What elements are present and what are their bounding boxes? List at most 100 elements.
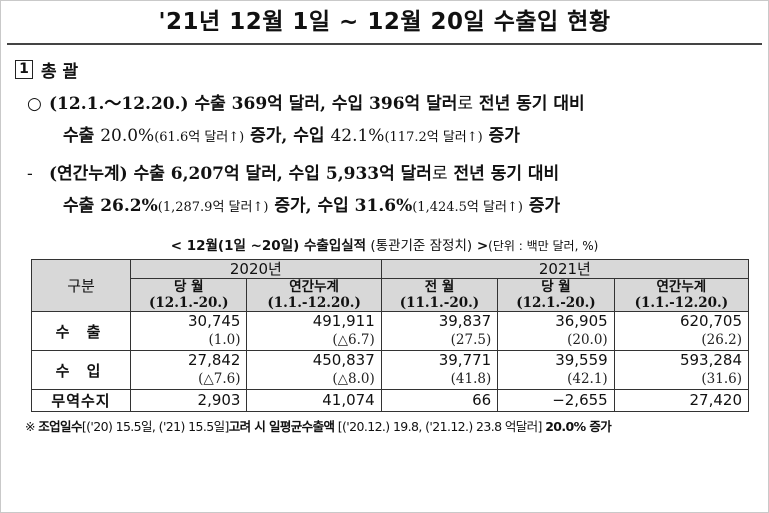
- cell-pct: (42.1): [567, 371, 608, 387]
- table-cell: 593,284 (31.6): [613, 350, 750, 390]
- caption-close: >: [472, 238, 489, 254]
- table-cell: 41,074: [246, 389, 382, 412]
- cell-value: 620,705: [679, 312, 742, 330]
- table-subheader-row: 당 월 (12.1.-20.) 연간누계 (1.1.-12.20.) 전 월 (11.…: [32, 278, 750, 312]
- header-col: 연간누계 (1.1.-12.20.): [246, 278, 382, 312]
- trade-table: 구분 2020년 2021년 당 월 (12.1.-20.) 연간누계 (1.1.-…: [31, 259, 750, 412]
- export-increase-amount: (61.6억 달러↑): [154, 130, 245, 145]
- col-name: 연간누계: [656, 279, 707, 295]
- export-rate-text: 수출 26.2%: [63, 196, 158, 216]
- comparison-text: 전년 동기 대비: [473, 94, 585, 114]
- header-year-2021: 2021년: [380, 259, 750, 279]
- cell-pct: (△8.0): [332, 371, 375, 387]
- section-heading: 1 총 괄: [15, 57, 768, 82]
- header-col: 당 월 (12.1.-20.): [497, 278, 615, 312]
- col-period: (1.1.-12.20.): [634, 295, 729, 311]
- annual-export-import-text: (연간누계) 수출 6,207억 달러, 수입 5,933억 달러: [49, 164, 432, 184]
- table-row-import: 수 입 27,842 (△7.6) 450,837 (△8.0) 39,771 (41…: [31, 350, 750, 390]
- table-cell: 27,842 (△7.6): [129, 350, 248, 390]
- import-label: 증가, 수입: [244, 126, 331, 146]
- col-name: 전 월: [424, 279, 455, 295]
- bullet-line: 수출 26.2%(1,287.9억 달러↑) 증가, 수입 31.6%(1,42…: [27, 190, 760, 224]
- cell-value: 593,284: [679, 351, 742, 369]
- cell-pct: (31.6): [701, 371, 742, 387]
- cell-value: 39,771: [438, 351, 492, 369]
- table-cell: 2,903: [129, 389, 248, 412]
- section-label: 총 괄: [41, 62, 79, 82]
- cell-value: 36,905: [555, 312, 608, 330]
- increase-word: 증가: [482, 126, 520, 146]
- caption-title: < 12월(1일 ~20일) 수출입실적: [170, 238, 367, 254]
- note-daily-average: 고려 시 일평균수출액: [228, 419, 335, 434]
- cell-value: 491,911: [312, 312, 375, 330]
- cell-value: 30,745: [187, 312, 241, 330]
- cell-value: 27,842: [187, 351, 241, 369]
- col-period: (11.1.-20.): [399, 295, 480, 311]
- row-label: 무역수지: [31, 389, 131, 412]
- table-cell: 30,745 (1.0): [129, 311, 248, 351]
- table-header-row: 구분 2020년 2021년: [31, 259, 750, 312]
- summary-bullet-period: ○ (12.1.～12.20.) 수출 369억 달러, 수입 396억 달러로 …: [27, 88, 760, 154]
- note-days-values: [('20) 15.5일, ('21) 15.5일]: [81, 419, 230, 434]
- header-year-2020: 2020년: [130, 259, 382, 279]
- import-rate-text: 증가, 수입 31.6%: [268, 196, 413, 216]
- table-cell: 450,837 (△8.0): [246, 350, 382, 390]
- bullet-dash-mark: -: [27, 164, 33, 184]
- row-label: 수 입: [31, 350, 131, 390]
- bullet-line: ○ (12.1.～12.20.) 수출 369억 달러, 수입 396억 달러로 …: [27, 88, 760, 120]
- bullet-circle-mark: ○: [27, 94, 42, 114]
- table-cell: 39,771 (41.8): [380, 350, 499, 390]
- cell-value: 450,837: [312, 351, 375, 369]
- caption-basis: (통관기준 잠정치): [366, 238, 473, 254]
- col-period: (1.1.-12.20.): [267, 295, 361, 311]
- header-col: 당 월 (12.1.-20.): [129, 278, 248, 312]
- export-rate: 20.0%: [100, 126, 155, 146]
- table-cell: 39,559 (42.1): [497, 350, 615, 390]
- header-col: 연간누계 (1.1.-12.20.): [613, 278, 750, 312]
- col-period: (12.1.-20.): [149, 295, 229, 311]
- note-mark: ※: [25, 419, 39, 434]
- period-export-import-text: (12.1.～12.20.) 수출 369억 달러, 수입 396억 달러: [49, 94, 458, 114]
- cell-pct: (26.2): [701, 332, 742, 348]
- cell-pct: (41.8): [450, 371, 492, 387]
- table-cell: 39,837 (27.5): [380, 311, 499, 351]
- cell-pct: (27.5): [450, 332, 492, 348]
- cell-value: 39,837: [438, 312, 492, 330]
- footnote: ※ 조업일수[('20) 15.5일, ('21) 15.5일]고려 시 일평균…: [25, 416, 768, 435]
- note-daily-values: [('20.12.) 19.8, ('21.12.) 23.8 억달러]: [334, 419, 546, 434]
- page-title: '21년 12월 1일 ~ 12월 20일 수출입 현황: [7, 1, 762, 45]
- cell-pct: (20.0): [567, 332, 608, 348]
- header-corner: 구분: [31, 259, 131, 312]
- table-cell: 27,420: [613, 389, 750, 412]
- table-row-export: 수 출 30,745 (1.0) 491,911 (△6.7) 39,837 (27.…: [31, 311, 750, 351]
- import-increase-amount: (117.2억 달러↑): [384, 130, 483, 145]
- table-cell: 491,911 (△6.7): [246, 311, 382, 351]
- col-name: 당 월: [541, 279, 571, 295]
- table-cell: 620,705 (26.2): [613, 311, 750, 351]
- cell-pct: (1.0): [208, 332, 241, 348]
- table-cell: 36,905 (20.0): [497, 311, 615, 351]
- cell-value: 39,559: [555, 351, 608, 369]
- cell-pct: (△7.6): [198, 371, 241, 387]
- section-number-box: 1: [15, 60, 33, 79]
- note-increase: 20.0% 증가: [545, 419, 612, 434]
- header-col: 전 월 (11.1.-20.): [380, 278, 499, 312]
- export-label: 수출: [63, 126, 101, 146]
- col-period: (12.1.-20.): [516, 295, 596, 311]
- import-increase-amount: (1,424.5억 달러↑): [412, 200, 523, 215]
- row-label: 수 출: [31, 311, 131, 351]
- comparison-text: 전년 동기 대비: [447, 164, 560, 184]
- bullet-line: 수출 20.0%(61.6억 달러↑) 증가, 수입 42.1%(117.2억 …: [27, 120, 760, 154]
- table-cell: 66: [380, 389, 499, 412]
- summary-bullet-annual: - (연간누계) 수출 6,207억 달러, 수입 5,933억 달러로 전년 동…: [27, 158, 760, 224]
- table-caption: < 12월(1일 ~20일) 수출입실적 (통관기준 잠정치) >(단위 : 백…: [1, 234, 768, 254]
- connector-text: 로: [431, 164, 448, 184]
- note-working-days: 조업일수: [38, 419, 82, 434]
- col-name: 당 월: [173, 279, 204, 295]
- bullet-line: - (연간누계) 수출 6,207억 달러, 수입 5,933억 달러로 전년 동…: [27, 158, 760, 190]
- increase-word: 증가: [522, 196, 561, 216]
- col-name: 연간누계: [289, 279, 339, 295]
- connector-text: 로: [457, 94, 474, 114]
- caption-unit: (단위 : 백만 달러, %): [488, 239, 599, 253]
